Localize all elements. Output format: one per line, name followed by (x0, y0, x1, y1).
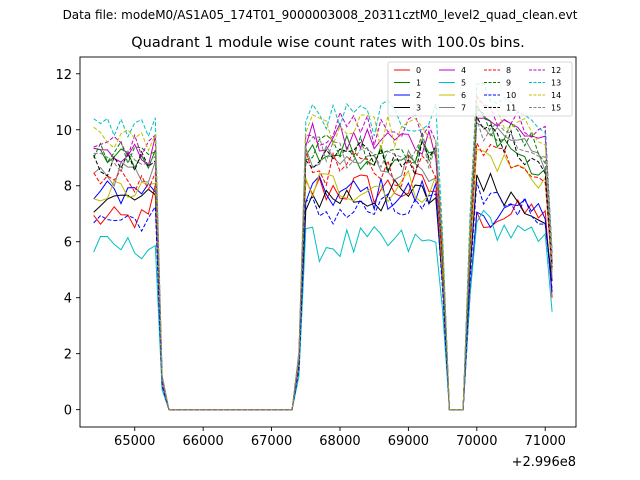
x-tick-label: 67000 (251, 434, 292, 449)
legend-label-8: 8 (506, 66, 511, 75)
x-axis: 65000 66000 67000 68000 69000 70000 71000 (114, 427, 566, 449)
y-tick-label: 6 (64, 236, 72, 251)
legend-label-3: 3 (416, 104, 421, 113)
y-tick-label: 10 (55, 124, 72, 139)
series-line-15 (93, 119, 553, 411)
series-lines (93, 82, 553, 411)
figure-suptitle: Data file: modeM0/AS1A05_174T01_90000030… (62, 8, 578, 22)
legend-label-12: 12 (551, 66, 561, 75)
x-axis-offset-label: +2.996e8 (512, 455, 576, 470)
legend-label-9: 9 (506, 79, 511, 88)
legend-label-5: 5 (461, 79, 466, 88)
legend-label-11: 11 (506, 104, 516, 113)
y-tick-label: 2 (64, 348, 72, 363)
legend-label-15: 15 (551, 104, 561, 113)
series-line-6 (93, 148, 553, 411)
y-tick-label: 12 (55, 68, 72, 83)
x-tick-label: 69000 (388, 434, 429, 449)
series-line-7 (93, 122, 553, 411)
x-tick-label: 68000 (319, 434, 360, 449)
series-line-4 (93, 117, 553, 411)
legend-label-6: 6 (461, 91, 466, 100)
legend-label-13: 13 (551, 79, 561, 88)
series-line-13 (93, 82, 553, 411)
series-line-14 (93, 93, 553, 411)
series-line-11 (93, 115, 553, 411)
x-tick-label: 65000 (114, 434, 155, 449)
legend-label-10: 10 (506, 91, 516, 100)
series-line-8 (93, 141, 553, 411)
legend-frame (387, 61, 573, 117)
series-line-5 (93, 209, 553, 411)
y-tick-label: 8 (64, 180, 72, 195)
legend-label-4: 4 (461, 66, 466, 75)
legend-label-1: 1 (416, 79, 421, 88)
chart-title: Quadrant 1 module wise count rates with … (131, 35, 525, 51)
series-line-9 (93, 108, 553, 411)
series-line-2 (93, 175, 553, 411)
x-tick-label: 71000 (525, 434, 566, 449)
x-tick-label: 70000 (456, 434, 497, 449)
series-line-12 (93, 95, 553, 411)
legend-label-0: 0 (416, 66, 421, 75)
legend-label-14: 14 (551, 91, 561, 100)
legend-label-2: 2 (416, 91, 421, 100)
series-line-10 (93, 181, 553, 411)
y-axis: 0 2 4 6 8 10 12 (55, 68, 80, 419)
x-tick-label: 66000 (182, 434, 223, 449)
y-tick-label: 4 (64, 292, 72, 307)
y-tick-label: 0 (64, 404, 72, 419)
series-line-0 (93, 172, 553, 411)
legend-label-7: 7 (461, 104, 466, 113)
